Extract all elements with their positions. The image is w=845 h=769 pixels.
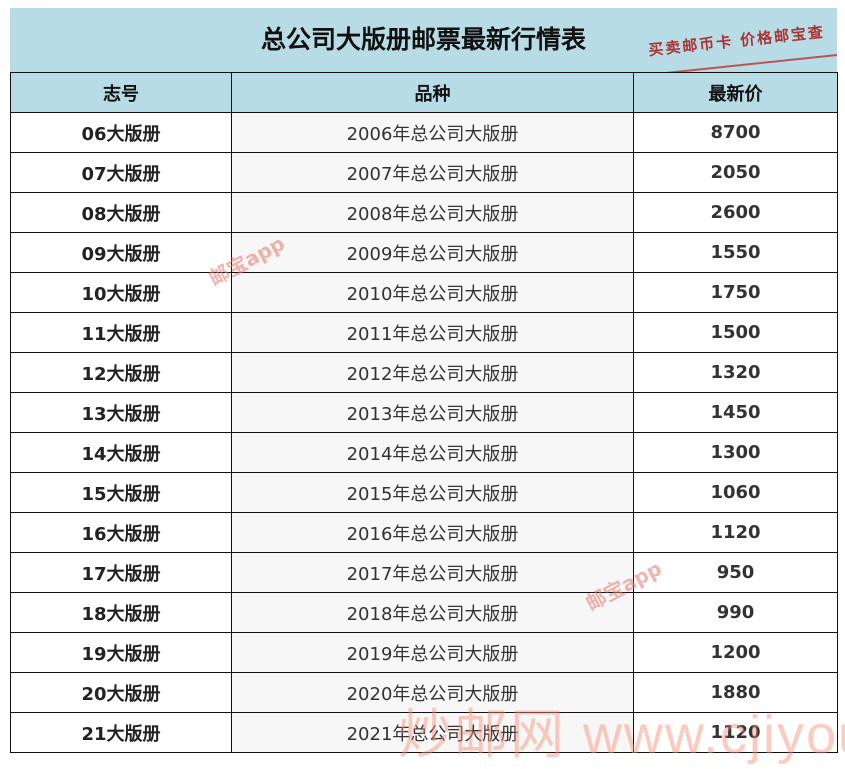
column-header-price: 最新价 bbox=[633, 72, 838, 113]
cell-variety: 2008年总公司大版册 bbox=[231, 192, 634, 233]
cell-price: 1550 bbox=[633, 232, 838, 273]
cell-code: 13大版册 bbox=[10, 392, 232, 433]
cell-variety: 2006年总公司大版册 bbox=[231, 112, 634, 153]
cell-code: 09大版册 bbox=[10, 232, 232, 273]
table-row: 18大版册 2018年总公司大版册 990 bbox=[10, 592, 838, 633]
cell-price: 1300 bbox=[633, 432, 838, 473]
cell-variety: 2017年总公司大版册 bbox=[231, 552, 634, 593]
cell-code: 12大版册 bbox=[10, 352, 232, 393]
cell-code: 14大版册 bbox=[10, 432, 232, 473]
cell-variety: 2014年总公司大版册 bbox=[231, 432, 634, 473]
cell-price: 1450 bbox=[633, 392, 838, 433]
cell-price: 990 bbox=[633, 592, 838, 633]
cell-price: 950 bbox=[633, 552, 838, 593]
table-row: 09大版册 2009年总公司大版册 1550 bbox=[10, 232, 838, 273]
table-header-row: 志号 品种 最新价 bbox=[10, 72, 838, 113]
cell-price: 1500 bbox=[633, 312, 838, 353]
table-row: 13大版册 2013年总公司大版册 1450 bbox=[10, 392, 838, 433]
cell-price: 1120 bbox=[633, 512, 838, 553]
cell-price: 1750 bbox=[633, 272, 838, 313]
cell-price: 8700 bbox=[633, 112, 838, 153]
cell-price: 1120 bbox=[633, 712, 838, 753]
cell-code: 06大版册 bbox=[10, 112, 232, 153]
cell-price: 2050 bbox=[633, 152, 838, 193]
cell-code: 10大版册 bbox=[10, 272, 232, 313]
cell-variety: 2018年总公司大版册 bbox=[231, 592, 634, 633]
table-row: 07大版册 2007年总公司大版册 2050 bbox=[10, 152, 838, 193]
cell-variety: 2007年总公司大版册 bbox=[231, 152, 634, 193]
price-table: 志号 品种 最新价 06大版册 2006年总公司大版册 8700 07大版册 2007年… bbox=[10, 72, 838, 753]
table-row: 17大版册 2017年总公司大版册 950 bbox=[10, 552, 838, 593]
cell-code: 08大版册 bbox=[10, 192, 232, 233]
cell-variety: 2012年总公司大版册 bbox=[231, 352, 634, 393]
table-row: 14大版册 2014年总公司大版册 1300 bbox=[10, 432, 838, 473]
table-row: 11大版册 2011年总公司大版册 1500 bbox=[10, 312, 838, 353]
cell-price: 1880 bbox=[633, 672, 838, 713]
cell-price: 1320 bbox=[633, 352, 838, 393]
cell-code: 15大版册 bbox=[10, 472, 232, 513]
cell-variety: 2015年总公司大版册 bbox=[231, 472, 634, 513]
cell-variety: 2009年总公司大版册 bbox=[231, 232, 634, 273]
cell-price: 1060 bbox=[633, 472, 838, 513]
table-title-bar: 总公司大版册邮票最新行情表 买卖邮币卡 价格邮宝查 bbox=[10, 8, 838, 78]
cell-code: 11大版册 bbox=[10, 312, 232, 353]
table-row: 06大版册 2006年总公司大版册 8700 bbox=[10, 112, 838, 153]
table-row: 16大版册 2016年总公司大版册 1120 bbox=[10, 512, 838, 553]
table-row: 15大版册 2015年总公司大版册 1060 bbox=[10, 472, 838, 513]
cell-variety: 2013年总公司大版册 bbox=[231, 392, 634, 433]
column-header-code: 志号 bbox=[10, 72, 232, 113]
column-header-variety: 品种 bbox=[231, 72, 634, 113]
cell-variety: 2020年总公司大版册 bbox=[231, 672, 634, 713]
cell-variety: 2010年总公司大版册 bbox=[231, 272, 634, 313]
cell-variety: 2021年总公司大版册 bbox=[231, 712, 634, 753]
cell-variety: 2019年总公司大版册 bbox=[231, 632, 634, 673]
table-row: 21大版册 2021年总公司大版册 1120 bbox=[10, 712, 838, 753]
cell-code: 19大版册 bbox=[10, 632, 232, 673]
cell-price: 2600 bbox=[633, 192, 838, 233]
table-row: 10大版册 2010年总公司大版册 1750 bbox=[10, 272, 838, 313]
page-title: 总公司大版册邮票最新行情表 bbox=[260, 25, 586, 54]
cell-price: 1200 bbox=[633, 632, 838, 673]
cell-variety: 2016年总公司大版册 bbox=[231, 512, 634, 553]
table-row: 19大版册 2019年总公司大版册 1200 bbox=[10, 632, 838, 673]
cell-code: 20大版册 bbox=[10, 672, 232, 713]
table-row: 08大版册 2008年总公司大版册 2600 bbox=[10, 192, 838, 233]
cell-code: 21大版册 bbox=[10, 712, 232, 753]
cell-code: 17大版册 bbox=[10, 552, 232, 593]
cell-code: 18大版册 bbox=[10, 592, 232, 633]
cell-code: 07大版册 bbox=[10, 152, 232, 193]
table-row: 20大版册 2020年总公司大版册 1880 bbox=[10, 672, 838, 713]
cell-code: 16大版册 bbox=[10, 512, 232, 553]
cell-variety: 2011年总公司大版册 bbox=[231, 312, 634, 353]
table-row: 12大版册 2012年总公司大版册 1320 bbox=[10, 352, 838, 393]
